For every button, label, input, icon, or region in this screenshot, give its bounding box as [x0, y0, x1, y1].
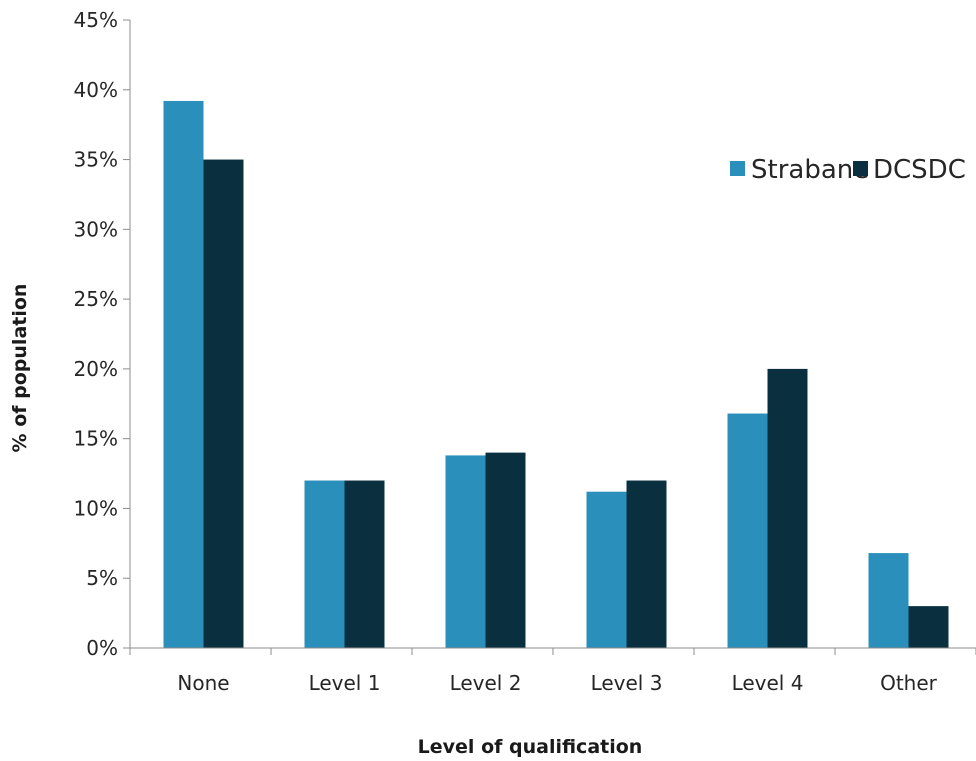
bar-strabane-level-2 — [445, 455, 486, 648]
bar-dcsdc-level-1 — [344, 480, 385, 648]
y-tick-label: 25% — [74, 287, 118, 311]
y-tick-label: 0% — [86, 636, 118, 660]
x-tick-label: Level 2 — [450, 671, 522, 695]
bar-dcsdc-level-4 — [767, 368, 808, 648]
x-tick-label: None — [177, 671, 229, 695]
x-tick-label: Level 1 — [309, 671, 381, 695]
bar-strabane-other — [868, 553, 909, 648]
bar-strabane-level-4 — [727, 413, 768, 648]
bar-dcsdc-none — [203, 159, 244, 649]
legend-swatch-dcsdc — [853, 161, 868, 176]
x-tick-label: Level 3 — [591, 671, 663, 695]
y-tick-label: 30% — [74, 217, 118, 241]
x-axis-ticks: None Level 1 Level 2 Level 3 Level 4 Other — [129, 648, 976, 695]
x-tick-label: Other — [880, 671, 938, 695]
x-axis-title: Level of qualification — [418, 736, 643, 758]
bar-dcsdc-other — [908, 606, 949, 648]
legend: Strabane DCSDC — [730, 155, 966, 185]
x-tick-label: Level 4 — [732, 671, 804, 695]
y-tick-label: 35% — [74, 148, 118, 172]
y-tick-label: 20% — [74, 357, 118, 381]
legend-label-strabane: Strabane — [751, 155, 869, 185]
bar-strabane-level-1 — [304, 480, 345, 648]
y-tick-label: 5% — [86, 566, 118, 590]
y-axis-title: % of population — [9, 284, 31, 453]
bar-dcsdc-level-2 — [485, 452, 526, 648]
bar-strabane-level-3 — [586, 491, 627, 648]
bar-strabane-none — [163, 100, 204, 649]
y-tick-label: 45% — [74, 8, 118, 32]
legend-label-dcsdc: DCSDC — [873, 155, 966, 185]
y-axis-ticks: 0% 5% 10% 15% 20% 25% 30% 35% 40% 45% — [74, 8, 130, 660]
bar-dcsdc-level-3 — [626, 480, 667, 648]
y-tick-label: 40% — [74, 78, 118, 102]
bars — [163, 100, 949, 649]
legend-swatch-strabane — [730, 161, 745, 176]
y-tick-label: 15% — [74, 427, 118, 451]
y-tick-label: 10% — [74, 496, 118, 520]
